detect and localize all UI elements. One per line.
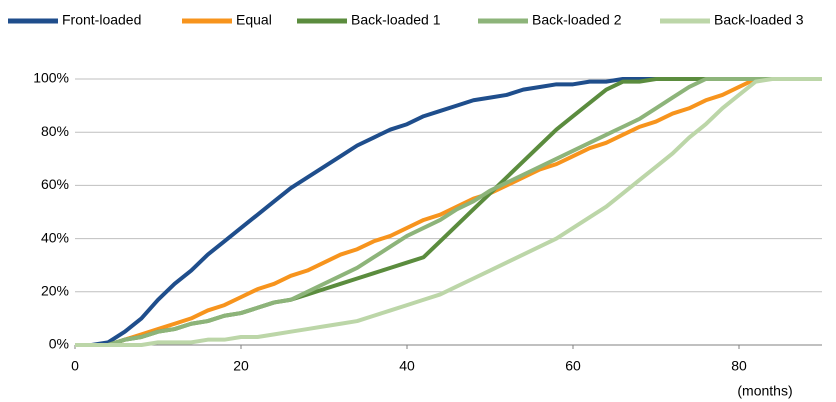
series-line	[75, 77, 822, 347]
y-tick-label: 0%	[49, 336, 69, 352]
x-tick-label: 20	[233, 358, 249, 374]
x-tick-label: 0	[71, 358, 79, 374]
y-tick-label: 60%	[41, 176, 69, 192]
x-tick-label: 60	[565, 358, 581, 374]
x-axis-label: (months)	[737, 383, 792, 399]
x-tick-label: 80	[731, 358, 747, 374]
y-tick-label: 20%	[41, 283, 69, 299]
y-tick-label: 80%	[41, 123, 69, 139]
legend-label: Back-loaded 2	[532, 12, 622, 28]
x-tick-label: 40	[399, 358, 415, 374]
legend-label: Back-loaded 1	[351, 12, 441, 28]
legend-label: Equal	[236, 12, 272, 28]
legend-label: Front-loaded	[62, 12, 141, 28]
series-line	[75, 77, 822, 347]
y-tick-label: 100%	[33, 70, 69, 86]
series-line	[75, 77, 822, 347]
y-tick-label: 40%	[41, 229, 69, 245]
legend-label: Back-loaded 3	[714, 12, 804, 28]
